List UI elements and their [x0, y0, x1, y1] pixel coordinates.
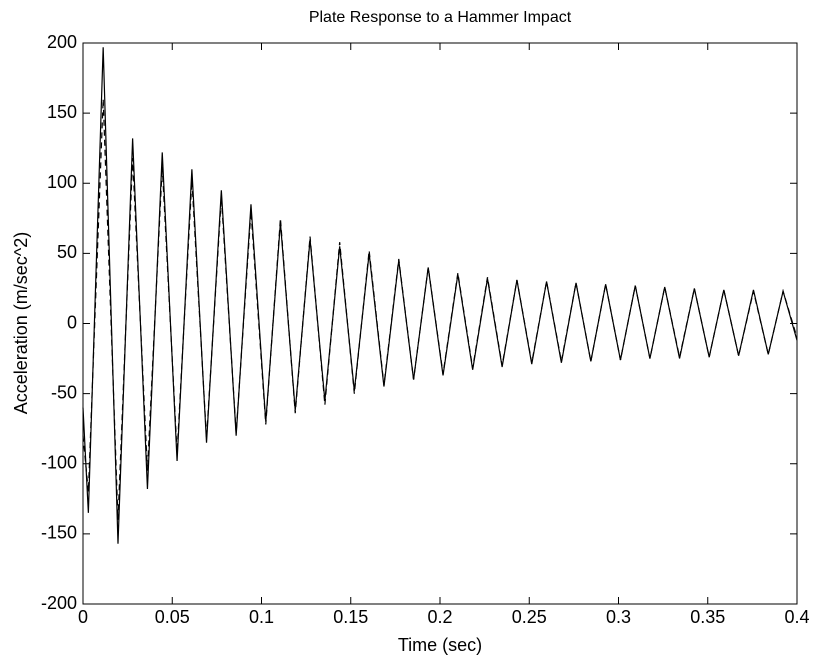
y-tick-label: -100 [41, 453, 77, 473]
x-tick-label: 0 [78, 607, 88, 627]
x-tick-label: 0.05 [155, 607, 190, 627]
x-tick-label: 0.2 [427, 607, 452, 627]
x-tick-label: 0.1 [249, 607, 274, 627]
y-tick-label: 0 [67, 312, 77, 332]
y-tick-label: -150 [41, 523, 77, 543]
y-tick-label: 100 [47, 172, 77, 192]
y-tick-label: -200 [41, 593, 77, 613]
y-tick-label: -50 [51, 382, 77, 402]
chart-title: Plate Response to a Hammer Impact [309, 9, 572, 26]
y-tick-label: 50 [57, 242, 77, 262]
x-tick-label: 0.3 [606, 607, 631, 627]
x-tick-label: 0.35 [690, 607, 725, 627]
y-tick-label: 200 [47, 32, 77, 52]
x-tick-label: 0.15 [333, 607, 368, 627]
x-axis-label: Time (sec) [398, 635, 482, 655]
y-tick-label: 150 [47, 102, 77, 122]
data-line [82, 99, 798, 520]
x-tick-label: 0.4 [784, 607, 809, 627]
x-tick-label: 0.25 [512, 607, 547, 627]
y-axis-label: Acceleration (m/sec^2) [11, 232, 31, 415]
